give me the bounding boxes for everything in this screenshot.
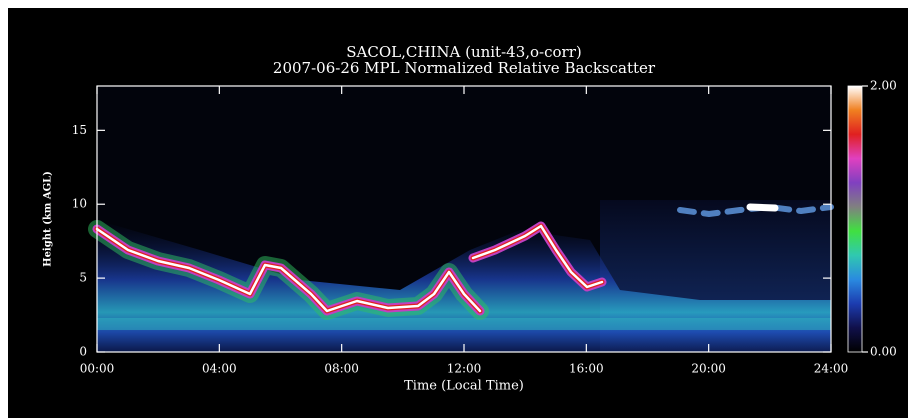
y-tick-label: 10: [72, 197, 87, 211]
x-tick-label: 04:00: [202, 362, 237, 376]
y-tick-label: 0: [79, 345, 87, 359]
colorbar: [847, 85, 863, 353]
x-tick-label: 24:00: [814, 362, 849, 376]
x-tick-label: 20:00: [691, 362, 726, 376]
x-tick-label: 08:00: [324, 362, 359, 376]
x-tick-label: 16:00: [569, 362, 604, 376]
chart-subtitle: 2007-06-26 MPL Normalized Relative Backs…: [273, 59, 656, 77]
x-axis-label: Time (Local Time): [404, 379, 524, 394]
x-tick-label: 12:00: [447, 362, 482, 376]
y-tick-label: 15: [72, 123, 87, 137]
x-tick-label: 00:00: [80, 362, 115, 376]
colorbar-tick-label: 0.00: [870, 345, 897, 359]
chart-title: SACOL,CHINA (unit-43,o-corr): [346, 43, 581, 61]
colorbar-tick-label: 2.00: [870, 79, 897, 93]
y-tick-label: 5: [79, 271, 87, 285]
backscatter-image: [88, 86, 834, 352]
y-axis-label: Height (km AGL): [43, 171, 54, 267]
